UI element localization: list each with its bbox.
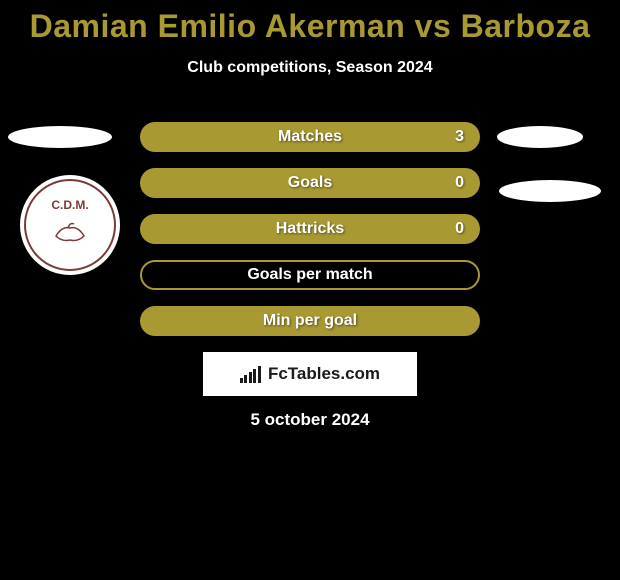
oval-right-top <box>497 126 583 148</box>
club-badge: C.D.M. <box>20 175 120 275</box>
club-badge-ring <box>24 179 116 271</box>
stat-bars: Matches 3 Goals 0 Hattricks 0 Goals per match M… <box>140 122 480 352</box>
stat-bar: Hattricks 0 <box>140 214 480 244</box>
oval-left <box>8 126 112 148</box>
stat-bar: Goals per match <box>140 260 480 290</box>
page-title: Damian Emilio Akerman vs Barboza <box>0 0 620 45</box>
fctables-logo-text: FcTables.com <box>268 364 380 384</box>
stat-bar-value: 0 <box>455 220 464 238</box>
stat-bar: Min per goal <box>140 306 480 336</box>
stat-bar-label: Goals <box>288 174 332 192</box>
stat-bar-value: 3 <box>455 128 464 146</box>
fctables-logo: FcTables.com <box>203 352 417 396</box>
stat-bar-label: Goals per match <box>247 266 372 284</box>
oval-right-bottom <box>499 180 601 202</box>
stat-bar-label: Min per goal <box>263 312 357 330</box>
stat-bar: Matches 3 <box>140 122 480 152</box>
date-label: 5 october 2024 <box>0 410 620 430</box>
subtitle: Club competitions, Season 2024 <box>0 59 620 77</box>
stat-bar-label: Matches <box>278 128 342 146</box>
fctables-chart-icon <box>240 365 262 383</box>
stat-bar-label: Hattricks <box>276 220 344 238</box>
stat-bar-value: 0 <box>455 174 464 192</box>
stat-bar: Goals 0 <box>140 168 480 198</box>
